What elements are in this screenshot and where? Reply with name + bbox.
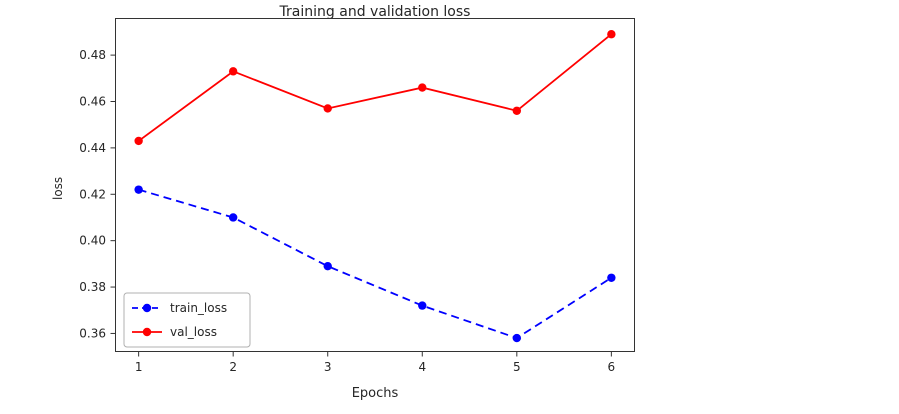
chart-title: Training and validation loss bbox=[279, 4, 471, 20]
legend-marker-train_loss bbox=[142, 303, 152, 313]
legend-label-val_loss: val_loss bbox=[170, 325, 217, 339]
marker-val_loss bbox=[418, 83, 427, 92]
x-tick-label: 5 bbox=[513, 360, 521, 374]
series-line-val_loss bbox=[138, 33, 612, 142]
marker-train_loss bbox=[607, 273, 616, 282]
marker-train_loss bbox=[228, 213, 238, 222]
marker-val_loss bbox=[512, 106, 522, 115]
marker-val_loss bbox=[134, 136, 143, 146]
marker-val_loss bbox=[323, 104, 332, 113]
y-tick-label: 0.48 bbox=[79, 48, 106, 62]
series-line-train_loss bbox=[138, 188, 612, 340]
x-tick-label: 4 bbox=[418, 360, 426, 374]
marker-train_loss bbox=[512, 333, 522, 343]
marker-val_loss bbox=[607, 30, 616, 39]
y-tick-label: 0.46 bbox=[79, 95, 106, 109]
y-tick-label: 0.44 bbox=[79, 141, 106, 155]
marker-train_loss bbox=[323, 261, 332, 271]
y-tick-label: 0.36 bbox=[79, 326, 106, 340]
legend-label-train_loss: train_loss bbox=[170, 301, 227, 315]
y-tick-label: 0.38 bbox=[79, 280, 106, 294]
marker-val_loss bbox=[228, 67, 238, 76]
y-tick-label: 0.40 bbox=[79, 234, 106, 248]
legend-box bbox=[123, 292, 251, 348]
marker-train_loss bbox=[418, 301, 427, 310]
legend-marker-val_loss bbox=[142, 327, 152, 337]
x-tick-label: 6 bbox=[608, 360, 616, 374]
x-tick-label: 2 bbox=[229, 360, 237, 374]
x-tick-label: 3 bbox=[324, 360, 332, 374]
y-tick-label: 0.42 bbox=[79, 187, 106, 201]
axes-frame bbox=[115, 18, 635, 352]
x-tick-label: 1 bbox=[135, 360, 143, 374]
x-axis-label: Epochs bbox=[351, 386, 399, 401]
marker-train_loss bbox=[134, 185, 143, 194]
